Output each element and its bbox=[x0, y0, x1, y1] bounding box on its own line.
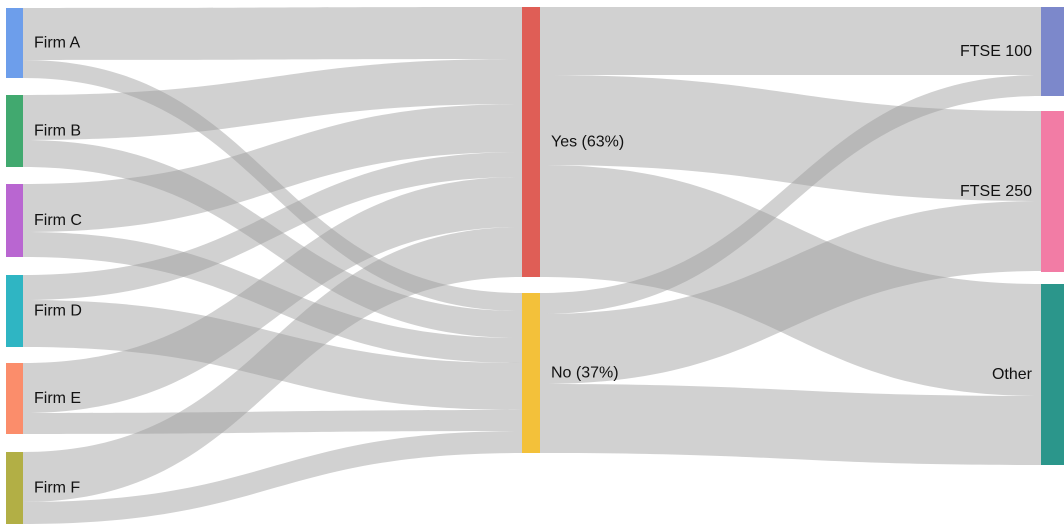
sankey-node-yes[interactable] bbox=[522, 7, 540, 277]
sankey-link-firm-e-yes[interactable] bbox=[23, 177, 522, 413]
sankey-link-yes-other[interactable] bbox=[540, 165, 1041, 396]
sankey-link-firm-b-yes[interactable] bbox=[23, 59, 522, 140]
sankey-link-firm-d-yes[interactable] bbox=[23, 152, 522, 300]
sankey-node-label-firm-e: Firm E bbox=[34, 390, 81, 407]
sankey-node-firm-c[interactable] bbox=[6, 184, 23, 257]
sankey-node-label-ftse100: FTSE 100 bbox=[960, 43, 1032, 60]
sankey-link-firm-f-yes[interactable] bbox=[23, 227, 522, 502]
sankey-node-firm-e[interactable] bbox=[6, 363, 23, 434]
sankey-link-yes-ftse250[interactable] bbox=[540, 75, 1041, 201]
sankey-node-label-firm-b: Firm B bbox=[34, 123, 81, 140]
sankey-link-firm-a-no[interactable] bbox=[23, 60, 522, 311]
sankey-node-label-firm-a: Firm A bbox=[34, 35, 81, 52]
sankey-link-no-ftse100[interactable] bbox=[540, 75, 1041, 314]
sankey-link-firm-a-yes[interactable] bbox=[23, 7, 522, 60]
sankey-link-firm-c-yes[interactable] bbox=[23, 104, 522, 232]
sankey-link-firm-c-no[interactable] bbox=[23, 232, 522, 363]
sankey-node-label-firm-c: Firm C bbox=[34, 212, 82, 229]
sankey-node-label-other: Other bbox=[992, 366, 1033, 383]
sankey-node-label-firm-f: Firm F bbox=[34, 480, 80, 497]
sankey-link-yes-ftse100[interactable] bbox=[540, 7, 1041, 75]
sankey-node-other[interactable] bbox=[1041, 284, 1064, 465]
sankey-node-firm-a[interactable] bbox=[6, 8, 23, 78]
sankey-link-no-other[interactable] bbox=[540, 384, 1041, 465]
sankey-link-firm-f-no[interactable] bbox=[23, 431, 522, 524]
sankey-node-label-yes: Yes (63%) bbox=[551, 134, 624, 151]
sankey-link-firm-e-no[interactable] bbox=[23, 410, 522, 434]
sankey-node-firm-b[interactable] bbox=[6, 95, 23, 167]
sankey-link-firm-b-no[interactable] bbox=[23, 140, 522, 338]
sankey-link-firm-d-no[interactable] bbox=[23, 300, 522, 410]
sankey-link-no-ftse250[interactable] bbox=[540, 201, 1041, 384]
sankey-node-ftse100[interactable] bbox=[1041, 7, 1064, 96]
sankey-node-ftse250[interactable] bbox=[1041, 111, 1064, 272]
sankey-node-no[interactable] bbox=[522, 293, 540, 453]
sankey-node-label-firm-d: Firm D bbox=[34, 303, 82, 320]
sankey-node-firm-f[interactable] bbox=[6, 452, 23, 524]
sankey-node-firm-d[interactable] bbox=[6, 275, 23, 347]
sankey-node-label-ftse250: FTSE 250 bbox=[960, 183, 1032, 200]
sankey-node-label-no: No (37%) bbox=[551, 365, 619, 382]
